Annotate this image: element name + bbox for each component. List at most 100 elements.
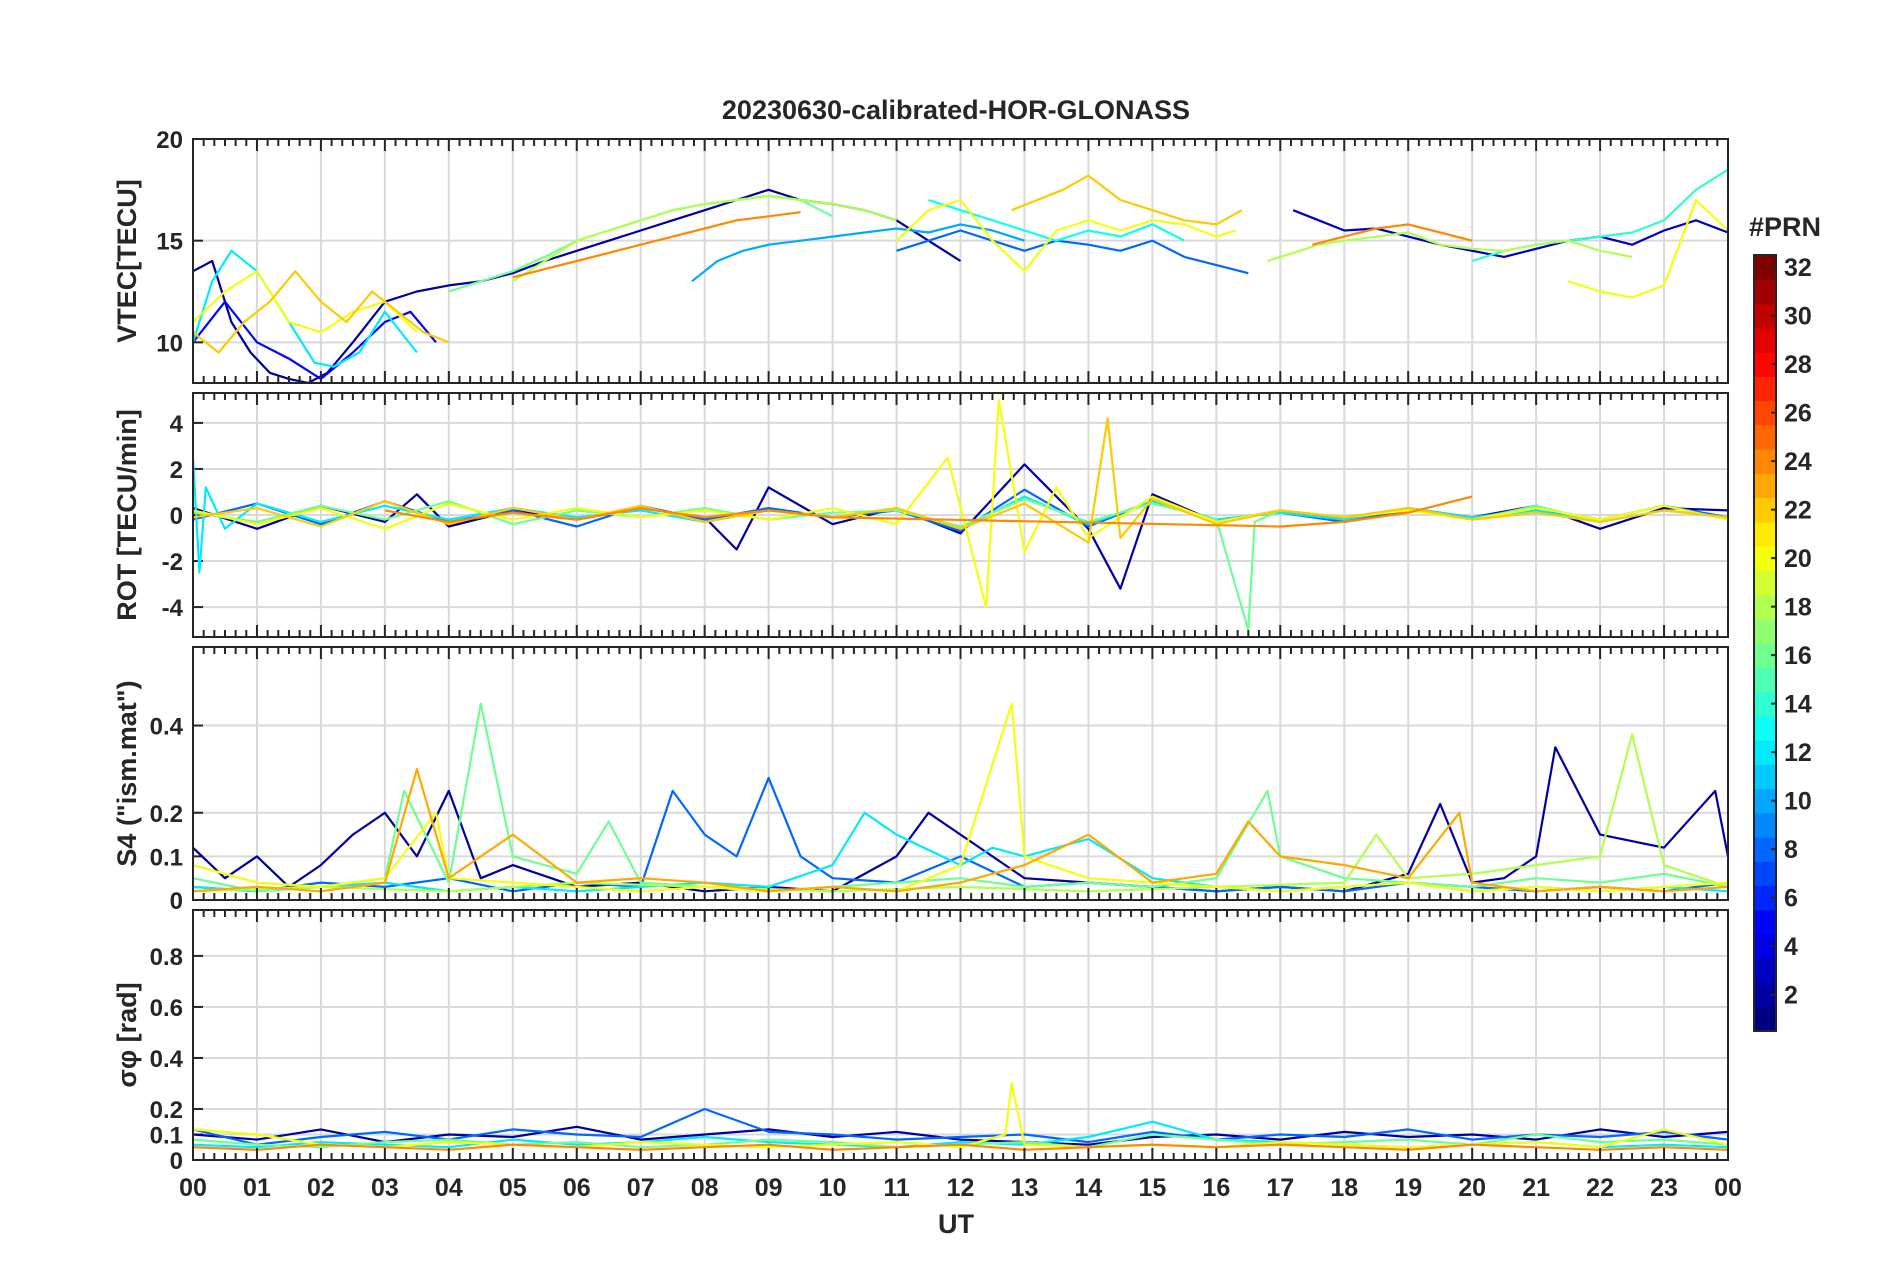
colorbar-swatch [1754, 740, 1776, 765]
y-tick-label: 0.2 [150, 801, 183, 828]
colorbar-tick-label: 22 [1784, 497, 1812, 525]
y-tick-label: 0 [170, 888, 183, 915]
colorbar-tick-label: 2 [1784, 982, 1798, 1010]
series-line-prn-2 [193, 1125, 1728, 1146]
y-tick-label: 10 [156, 330, 183, 357]
colorbar-tick-label: 20 [1784, 545, 1812, 573]
x-tick-label: 18 [1330, 1174, 1358, 1202]
colorbar-swatch [1754, 618, 1776, 644]
colorbar-swatch [1754, 400, 1776, 426]
x-tick-label: 21 [1522, 1174, 1550, 1202]
colorbar-swatch [1754, 327, 1776, 353]
y-axis-label: ROT [TECU/min] [112, 409, 142, 620]
x-tick-label: 16 [1202, 1174, 1230, 1202]
series-line-prn-18 [193, 733, 1728, 893]
x-tick-label: 09 [755, 1174, 783, 1202]
series-group [193, 702, 1728, 893]
colorbar-swatch [1754, 764, 1776, 790]
y-tick-label: -4 [162, 595, 184, 622]
y-tick-label: 0.2 [150, 1097, 183, 1124]
x-tick-label: 05 [499, 1174, 527, 1202]
colorbar-swatch [1754, 643, 1776, 668]
x-tick-label: 22 [1586, 1174, 1614, 1202]
y-tick-label: 0.4 [150, 1046, 184, 1073]
y-tick-label: 0 [170, 1148, 183, 1175]
x-tick-label: 20 [1458, 1174, 1486, 1202]
series-line-prn-22 [193, 270, 450, 354]
colorbar-swatch [1754, 546, 1776, 571]
x-tick-label: 08 [691, 1174, 719, 1202]
x-tick-label: 07 [627, 1174, 655, 1202]
series-line-prn-20 [193, 702, 1728, 893]
series-line-prn-18 [512, 194, 897, 283]
colorbar-tick-label: 30 [1784, 303, 1812, 331]
colorbar-tick-label: 12 [1784, 739, 1812, 767]
colorbar-tick-label: 18 [1784, 594, 1812, 622]
panel-frame [192, 392, 1729, 638]
panel-2: -4 -2 0 2 4 ROT [TECU/min] [112, 392, 1729, 638]
colorbar-swatch [1754, 594, 1776, 620]
colorbar-swatch [1754, 958, 1776, 984]
y-tick-label: 0.6 [150, 995, 183, 1022]
x-tick-label: 00 [179, 1174, 207, 1202]
x-tick-label: 00 [1714, 1174, 1742, 1202]
x-tick-label: 02 [307, 1174, 335, 1202]
colorbar-frame [1753, 254, 1777, 1032]
panel-frame [192, 138, 1729, 384]
x-tick-label: 10 [819, 1174, 847, 1202]
colorbar-swatch [1754, 788, 1776, 814]
colorbar-tick-label: 32 [1784, 254, 1812, 282]
series-line-prn-24 [384, 495, 1473, 528]
y-tick-label: -2 [162, 549, 183, 576]
colorbar-tick-label: 16 [1784, 642, 1812, 670]
colorbar-swatch [1754, 521, 1776, 547]
y-tick-label: 4 [170, 411, 184, 438]
x-tick-label: 15 [1138, 1174, 1166, 1202]
y-axis-label: σφ [rad] [112, 982, 142, 1087]
y-axis-label: VTEC[TECU] [112, 179, 142, 343]
colorbar-swatch [1754, 424, 1776, 450]
x-tick-label: 12 [947, 1174, 975, 1202]
panel-frame [192, 909, 1729, 1161]
x-tick-label: 03 [371, 1174, 399, 1202]
series-line-prn-12 [193, 249, 418, 368]
colorbar-swatch [1754, 352, 1776, 377]
y-tick-label: 0.4 [150, 714, 184, 741]
x-tick-label: 11 [883, 1174, 910, 1202]
x-tick-label: 17 [1266, 1174, 1294, 1202]
x-tick-label: 13 [1011, 1174, 1039, 1202]
panel-4: 00.10.2 0.4 0.6 0.8 σφ [rad] [112, 909, 1729, 1175]
colorbar-swatch [1754, 861, 1776, 887]
colorbar-tick-label: 4 [1784, 933, 1798, 961]
colorbar-swatch [1754, 715, 1776, 741]
series-line-prn-24 [512, 211, 801, 279]
y-tick-label: 0.1 [150, 1122, 183, 1149]
y-tick-label: 2 [170, 457, 183, 484]
colorbar-swatch [1754, 812, 1776, 838]
y-axis-label: S4 ("ism.mat") [112, 680, 142, 866]
series-line-prn-20 [193, 270, 418, 334]
colorbar-swatch [1754, 449, 1776, 474]
colorbar-swatch [1754, 303, 1776, 329]
colorbar-tick-label: 28 [1784, 351, 1812, 379]
series-line-prn-23 [193, 767, 1728, 893]
colorbar-swatch [1754, 570, 1776, 596]
y-tick-label: 0.8 [150, 944, 183, 971]
colorbar-swatch [1754, 473, 1776, 499]
colorbar-tick-label: 10 [1784, 788, 1812, 816]
series-line-prn-20 [895, 198, 1236, 273]
colorbar-swatch [1754, 909, 1776, 935]
x-tick-label: 23 [1650, 1174, 1678, 1202]
series-line-prn-22 [1011, 174, 1243, 226]
series-line-prn-2 [193, 746, 1728, 893]
y-tick-label: 15 [156, 229, 183, 256]
colorbar-swatch [1754, 691, 1776, 717]
x-tick-label: 06 [563, 1174, 591, 1202]
colorbar-tick-label: 24 [1784, 448, 1812, 476]
series-line-prn-3 [1292, 209, 1728, 258]
x-tick-label: 01 [243, 1174, 271, 1202]
x-tick-label: 14 [1075, 1174, 1103, 1202]
